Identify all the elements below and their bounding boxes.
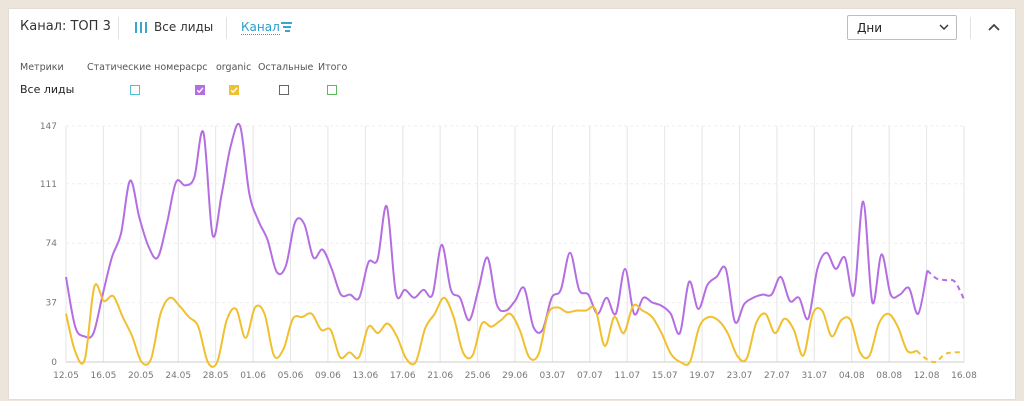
series-line-cpc: [65, 123, 929, 339]
checkbox-organic[interactable]: [229, 85, 239, 95]
header-divider: [970, 17, 971, 39]
x-tick-label: 12.05: [53, 371, 79, 381]
x-tick-label: 31.07: [801, 371, 827, 381]
panel-title: Канал: ТОП 3: [20, 19, 111, 34]
x-tick-label: 27.07: [764, 371, 790, 381]
x-tick-label: 25.06: [465, 371, 491, 381]
chevron-up-icon[interactable]: [987, 21, 1001, 33]
x-tick-label: 11.07: [614, 371, 640, 381]
x-tick-label: 28.05: [203, 371, 229, 381]
channel-link[interactable]: Канал: [241, 20, 280, 35]
columns-icon[interactable]: [135, 22, 147, 33]
chart-panel: Канал: ТОП 3 Все лиды Канал Дни Метрики …: [8, 8, 1016, 400]
checkmark-icon: [230, 87, 238, 94]
legend-column-static: Статические номера: [87, 62, 192, 73]
series-forecast-cpc: [926, 269, 965, 300]
series-forecast-organic: [916, 350, 965, 364]
y-tick-label: 37: [46, 299, 57, 309]
checkbox-cpc[interactable]: [195, 85, 205, 95]
checkbox-static[interactable]: [130, 85, 140, 95]
all-leads-toggle[interactable]: Все лиды: [154, 20, 214, 34]
x-tick-label: 24.05: [165, 371, 191, 381]
x-tick-label: 09.06: [315, 371, 341, 381]
legend-column-total: Итого: [318, 62, 348, 73]
x-tick-label: 21.06: [427, 371, 453, 381]
checkbox-total[interactable]: [327, 85, 337, 95]
x-tick-label: 29.06: [502, 371, 528, 381]
x-tick-label: 04.08: [839, 371, 865, 381]
x-tick-label: 20.05: [128, 371, 154, 381]
x-tick-label: 12.08: [914, 371, 940, 381]
x-tick-label: 03.07: [540, 371, 566, 381]
metrics-label: Метрики: [20, 62, 64, 73]
legend-column-organic: organic: [216, 62, 252, 73]
period-select-value: Дни: [857, 21, 883, 35]
x-tick-label: 19.07: [689, 371, 715, 381]
x-tick-label: 01.06: [240, 371, 266, 381]
x-tick-label: 08.08: [876, 371, 902, 381]
header-divider: [226, 17, 227, 39]
x-tick-label: 16.08: [951, 371, 977, 381]
y-tick-label: 74: [46, 239, 58, 249]
legend-column-cpc: cpc: [191, 62, 208, 73]
x-tick-label: 13.06: [352, 371, 378, 381]
x-tick-label: 23.07: [727, 371, 753, 381]
series-line-organic: [65, 283, 917, 368]
x-tick-label: 05.06: [278, 371, 304, 381]
legend-column-other: Остальные: [258, 62, 314, 73]
y-tick-label: 0: [51, 358, 57, 368]
panel-header: Канал: ТОП 3 Все лиды Канал Дни: [9, 9, 1015, 47]
y-tick-label: 147: [40, 122, 57, 132]
x-tick-label: 16.05: [91, 371, 117, 381]
x-tick-label: 15.07: [652, 371, 678, 381]
checkmark-icon: [196, 87, 204, 94]
header-divider: [118, 17, 119, 39]
y-tick-label: 111: [40, 180, 57, 190]
legend-row-label: Все лиды: [20, 83, 75, 96]
chevron-down-icon: [939, 24, 949, 30]
checkbox-other[interactable]: [279, 85, 289, 95]
x-tick-label: 17.06: [390, 371, 416, 381]
x-tick-label: 07.07: [577, 371, 603, 381]
line-chart: 0 37 74 111 147 12.05 16.05 20.05 24.05 28.05 01.…: [40, 122, 977, 381]
sort-lines-icon[interactable]: [281, 22, 292, 33]
period-select[interactable]: Дни: [847, 15, 957, 40]
